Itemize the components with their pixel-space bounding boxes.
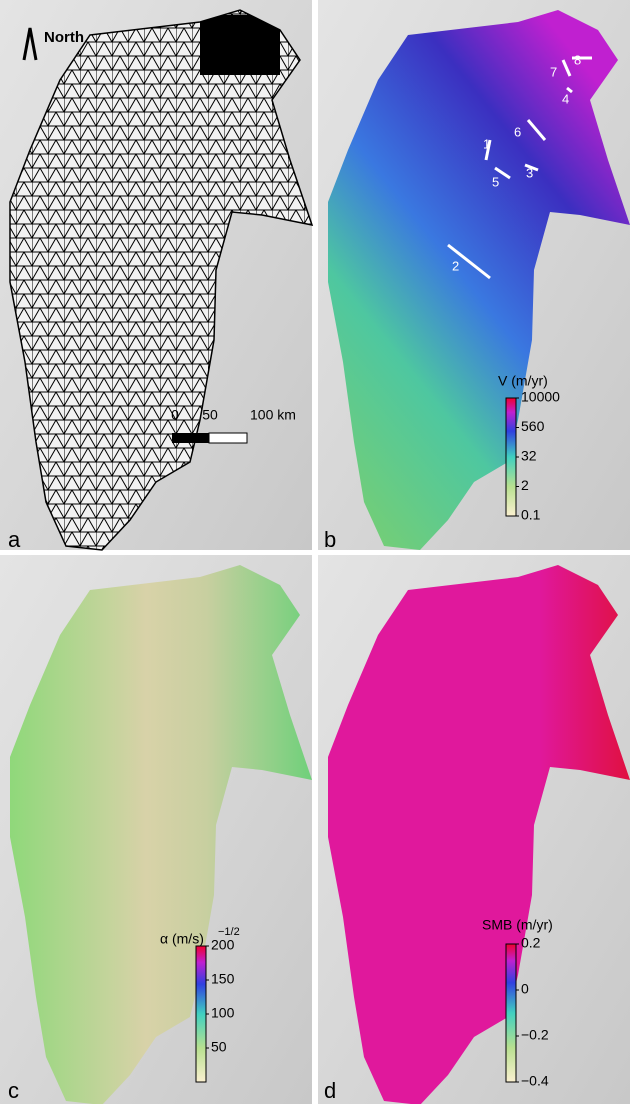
scale-bar xyxy=(209,433,247,443)
profile-label: 3 xyxy=(526,165,533,180)
profile-label: 5 xyxy=(492,174,499,189)
profile-label: 6 xyxy=(514,124,521,139)
profile-label: 2 xyxy=(452,258,459,273)
panel-label: c xyxy=(8,1078,19,1103)
colorbar xyxy=(506,398,516,516)
colorbar-tick-label: 0.1 xyxy=(521,507,541,523)
panel-label: b xyxy=(324,527,336,552)
profile-label: 8 xyxy=(574,52,581,67)
colorbar-tick-label: −0.4 xyxy=(521,1073,549,1089)
colorbar-tick-label: 0 xyxy=(521,981,529,997)
colorbar-tick-label: 200 xyxy=(211,937,235,953)
colorbar-tick-label: 32 xyxy=(521,448,537,464)
profile-label: 7 xyxy=(550,64,557,79)
panel-label: a xyxy=(8,527,21,552)
colorbar-tick-label: 0.2 xyxy=(521,935,541,951)
colorbar-tick-label: 2 xyxy=(521,477,529,493)
profile-label: 1 xyxy=(483,136,490,151)
scale-bar xyxy=(172,433,209,443)
colorbar-tick-label: 560 xyxy=(521,418,545,434)
colorbar-tick-label: 150 xyxy=(211,971,235,987)
colorbar-tick-label: 10000 xyxy=(521,389,560,405)
colorbar-title: V (m/yr) xyxy=(498,373,548,389)
north-label: North xyxy=(44,29,84,46)
scale-label: 50 xyxy=(202,407,218,423)
profile-label: 4 xyxy=(562,91,569,106)
colorbar xyxy=(506,944,516,1082)
colorbar xyxy=(196,946,206,1082)
colorbar-title: α (m/s) xyxy=(160,931,204,947)
colorbar-tick-label: 50 xyxy=(211,1039,227,1055)
colorbar-tick-label: −0.2 xyxy=(521,1027,549,1043)
page: {"panels": [ {"label": "a", "north": "No… xyxy=(0,0,630,1104)
colorbar-title: SMB (m/yr) xyxy=(482,917,553,933)
scale-label: 100 km xyxy=(250,407,296,423)
colorbar-tick-label: 100 xyxy=(211,1005,235,1021)
scale-label: 0 xyxy=(171,407,179,423)
figure: North 0 50 100 km 1 2 3 4 5 6 7 8 V (m/y… xyxy=(0,0,630,1104)
panel-label: d xyxy=(324,1078,336,1103)
